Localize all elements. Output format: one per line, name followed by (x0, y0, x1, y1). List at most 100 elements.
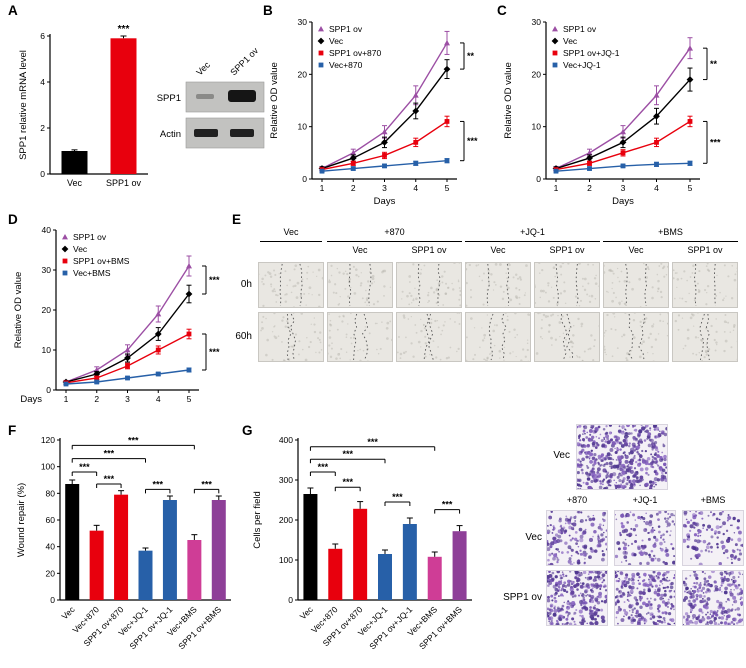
transwell-image (682, 510, 744, 566)
svg-text:1: 1 (320, 183, 325, 193)
svg-text:Vec+JQ-1: Vec+JQ-1 (563, 60, 601, 70)
wound-image (327, 312, 393, 362)
transwell-image (682, 570, 744, 626)
svg-text:SPP1 ov: SPP1 ov (73, 232, 107, 242)
svg-text:SPP1 relative mRNA level: SPP1 relative mRNA level (18, 50, 29, 160)
transwell-row-label-vec: Vec (525, 532, 542, 543)
svg-text:200: 200 (279, 515, 293, 525)
wound-image (534, 262, 600, 308)
svg-text:***: *** (152, 479, 163, 489)
transwell-col-header-bms: +BMS (700, 495, 726, 505)
svg-text:Vec: Vec (329, 36, 344, 46)
svg-text:**: ** (467, 51, 475, 61)
svg-text:Vec: Vec (60, 604, 78, 622)
growth-curve-870-chart: 0 10 20 30 1 2 3 4 5 Days Relative OD value SPP1 ov… (269, 17, 478, 207)
group-underline (603, 241, 738, 243)
svg-text:4: 4 (654, 183, 659, 193)
wound-sub-label: Vec (352, 245, 368, 255)
svg-text:***: *** (201, 479, 212, 489)
wound-image (672, 262, 738, 308)
wound-image (258, 312, 324, 362)
svg-text:5: 5 (187, 394, 192, 404)
svg-text:1: 1 (64, 394, 69, 404)
panel-f-label: F (8, 423, 17, 438)
svg-text:120: 120 (41, 435, 55, 445)
svg-text:0: 0 (536, 174, 541, 184)
svg-text:***: *** (104, 474, 115, 484)
svg-text:2: 2 (94, 394, 99, 404)
wound-sub-label: Vec (490, 245, 506, 255)
svg-text:5: 5 (688, 183, 693, 193)
wound-row-label-0h: 0h (240, 279, 252, 290)
svg-text:Vec: Vec (563, 36, 578, 46)
svg-text:SPP1: SPP1 (157, 93, 181, 104)
svg-text:SPP1 ov: SPP1 ov (563, 24, 597, 34)
svg-text:Actin: Actin (160, 129, 181, 140)
transwell-col-header-jq1: +JQ-1 (632, 495, 658, 505)
wound-image (465, 262, 531, 308)
svg-text:10: 10 (298, 122, 308, 132)
svg-text:20: 20 (532, 69, 542, 79)
wound-sub-label: Vec (628, 245, 644, 255)
svg-text:20: 20 (42, 305, 52, 315)
svg-text:4: 4 (156, 394, 161, 404)
wound-sub-label: SPP1 ov (549, 245, 585, 255)
wound-image (603, 312, 669, 362)
svg-text:Relative OD value: Relative OD value (503, 62, 514, 139)
svg-text:SPP1 ov+JQ-1: SPP1 ov+JQ-1 (563, 48, 620, 58)
svg-text:100: 100 (41, 462, 55, 472)
wound-image (327, 262, 393, 308)
growth-curve-bms-chart: 0 10 20 30 40 1 2 3 4 5 Days Relative OD value SPP1 … (13, 225, 220, 405)
transwell-image (614, 510, 676, 566)
svg-text:0: 0 (46, 385, 51, 395)
svg-text:0: 0 (302, 174, 307, 184)
panel-g-label: G (242, 423, 253, 438)
svg-text:SPP1 ov+BMS: SPP1 ov+BMS (176, 604, 223, 651)
svg-text:SPP1 ov+BMS: SPP1 ov+BMS (73, 256, 130, 266)
svg-text:***: *** (342, 477, 353, 487)
svg-text:0: 0 (40, 169, 45, 179)
transwell-col-header-870: +870 (566, 495, 588, 505)
svg-text:3: 3 (382, 183, 387, 193)
svg-text:**: ** (710, 59, 718, 69)
wound-row-label-60h: 60h (235, 331, 252, 342)
wound-image (396, 312, 462, 362)
svg-text:Days: Days (612, 196, 634, 207)
svg-text:2: 2 (40, 123, 45, 133)
svg-text:20: 20 (46, 568, 56, 578)
svg-text:***: *** (367, 437, 378, 447)
svg-text:Vec: Vec (194, 59, 212, 77)
svg-text:***: *** (209, 275, 220, 285)
svg-text:Wound repair (%): Wound repair (%) (16, 483, 27, 557)
svg-text:***: *** (710, 137, 721, 147)
svg-text:30: 30 (42, 265, 52, 275)
svg-text:SPP1 ov: SPP1 ov (228, 45, 260, 77)
svg-text:Days: Days (20, 394, 42, 405)
svg-text:***: *** (318, 462, 329, 472)
svg-text:30: 30 (532, 17, 542, 27)
svg-text:Vec+BMS: Vec+BMS (73, 268, 111, 278)
svg-text:Vec: Vec (67, 178, 83, 188)
svg-text:40: 40 (42, 225, 52, 235)
transwell-image (614, 570, 676, 626)
wound-group-header-870: +870 (384, 227, 405, 237)
svg-text:***: *** (128, 435, 139, 445)
svg-text:0: 0 (50, 595, 55, 605)
svg-text:0: 0 (288, 595, 293, 605)
transwell-image (546, 570, 608, 626)
svg-text:20: 20 (298, 69, 308, 79)
svg-text:***: *** (79, 462, 90, 472)
svg-text:***: *** (104, 449, 115, 459)
panel-b-label: B (263, 3, 273, 18)
wound-image (534, 312, 600, 362)
wound-image (258, 262, 324, 308)
svg-text:Relative OD value: Relative OD value (269, 62, 280, 139)
wound-sub-label: SPP1 ov (411, 245, 447, 255)
western-blot-image: Vec SPP1 ov SPP1 Actin (157, 45, 265, 149)
svg-text:***: *** (392, 492, 403, 502)
svg-text:400: 400 (279, 435, 293, 445)
svg-text:100: 100 (279, 555, 293, 565)
panel-e-label: E (232, 212, 242, 227)
svg-text:Vec+870: Vec+870 (329, 60, 363, 70)
